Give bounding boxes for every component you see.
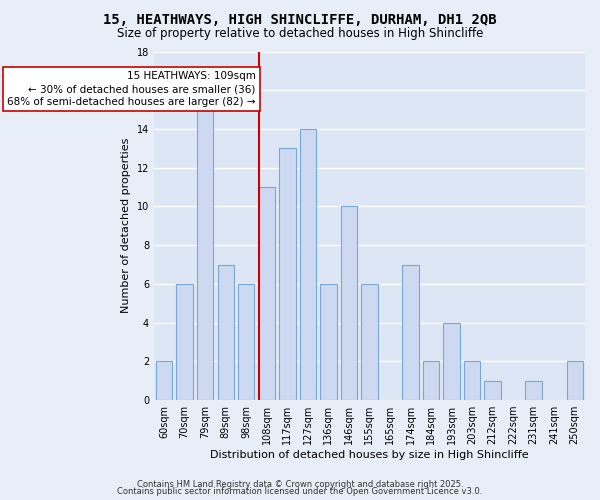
Bar [526,380,542,400]
Bar [197,110,214,400]
Bar [218,264,234,400]
Bar [299,129,316,400]
Bar [259,187,275,400]
Text: 15, HEATHWAYS, HIGH SHINCLIFFE, DURHAM, DH1 2QB: 15, HEATHWAYS, HIGH SHINCLIFFE, DURHAM, … [103,12,497,26]
Bar [566,362,583,400]
Text: 15 HEATHWAYS: 109sqm
← 30% of detached houses are smaller (36)
68% of semi-detac: 15 HEATHWAYS: 109sqm ← 30% of detached h… [7,71,256,108]
Bar [320,284,337,400]
Bar [176,284,193,400]
Text: Size of property relative to detached houses in High Shincliffe: Size of property relative to detached ho… [117,28,483,40]
Text: Contains public sector information licensed under the Open Government Licence v3: Contains public sector information licen… [118,487,482,496]
Bar [423,362,439,400]
Text: Contains HM Land Registry data © Crown copyright and database right 2025.: Contains HM Land Registry data © Crown c… [137,480,463,489]
Bar [341,206,357,400]
Bar [402,264,419,400]
Bar [464,362,481,400]
X-axis label: Distribution of detached houses by size in High Shincliffe: Distribution of detached houses by size … [210,450,529,460]
Bar [484,380,501,400]
Bar [279,148,296,400]
Bar [238,284,254,400]
Bar [361,284,377,400]
Y-axis label: Number of detached properties: Number of detached properties [121,138,131,314]
Bar [443,322,460,400]
Bar [156,362,172,400]
